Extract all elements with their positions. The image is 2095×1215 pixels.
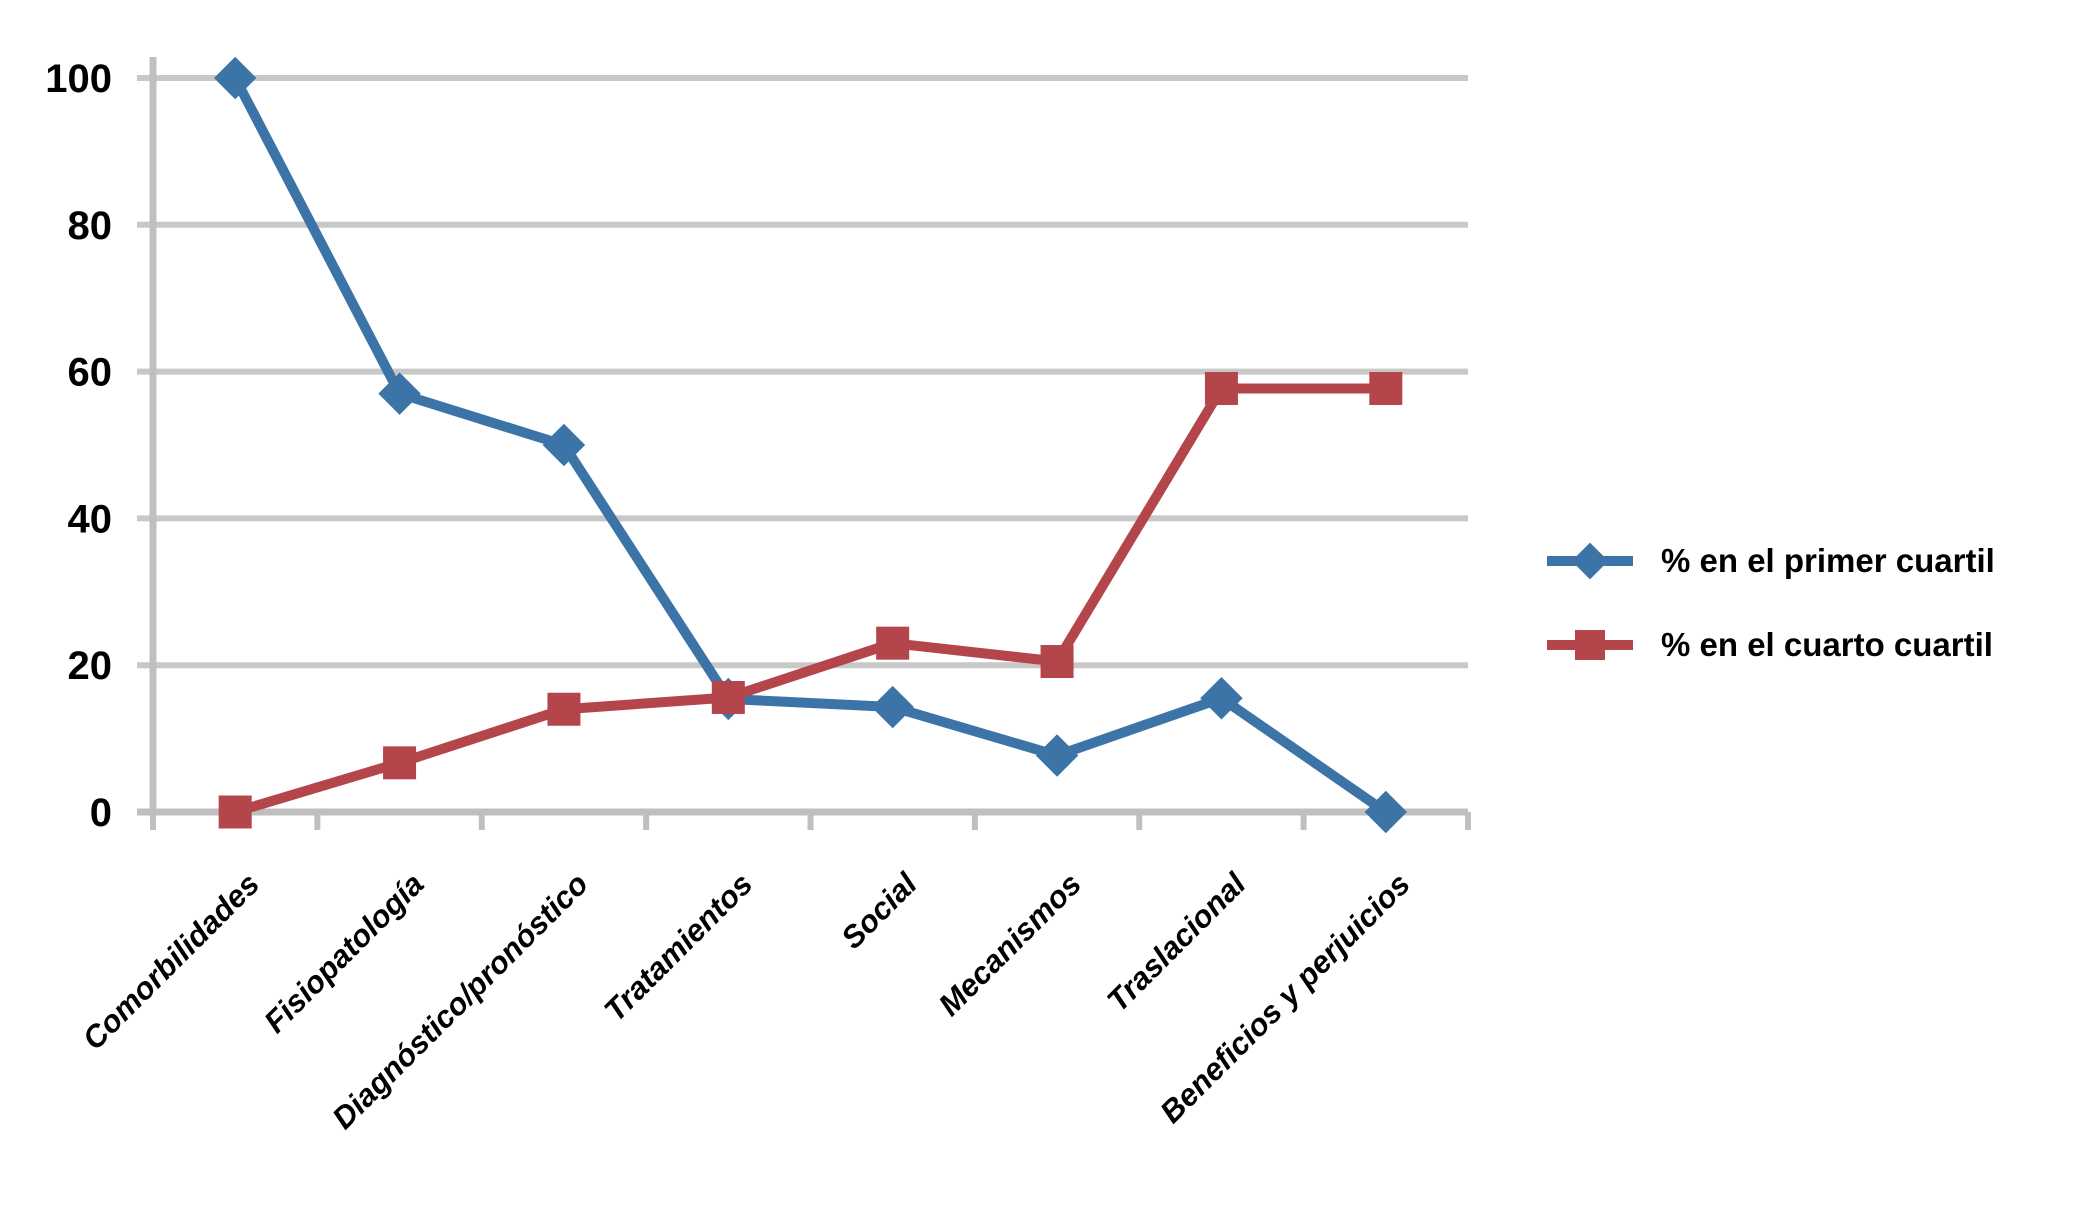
legend-marker-square-icon (1547, 630, 1633, 660)
x-axis-category-label: Fisiopatología (257, 866, 430, 1039)
x-axis-category-label: Comorbilidades (76, 866, 266, 1056)
y-axis-tick-label: 20 (68, 644, 113, 688)
legend-label: % en el primer cuartil (1661, 542, 1995, 579)
data-point-marker-diamond (1035, 734, 1079, 777)
series-line-1 (230, 73, 1391, 817)
legend-item-primer-cuartil: % en el primer cuartil (1545, 533, 1995, 589)
data-point-marker-square (1204, 371, 1238, 405)
x-axis-category-label: Tratamientos (597, 866, 759, 1028)
x-axis-category-label: Mecanismos (932, 866, 1088, 1022)
series-line-2 (230, 383, 1391, 817)
data-point-marker-diamond (1200, 677, 1243, 720)
x-axis-category-label: Traslacional (1100, 865, 1253, 1018)
data-point-marker-square (383, 746, 417, 780)
data-point-marker-square (1040, 645, 1074, 679)
legend-item-cuarto-cuartil: % en el cuarto cuartil (1545, 617, 1995, 673)
y-axis-tick-label: 40 (68, 497, 113, 541)
y-axis-tick-label: 80 (68, 204, 113, 248)
data-point-marker-diamond (1364, 790, 1408, 834)
data-point-marker-square (1369, 371, 1403, 405)
legend-marker-diamond-icon (1547, 542, 1633, 580)
y-axis-tick-label: 60 (68, 351, 113, 395)
data-point-marker-diamond (871, 685, 914, 729)
data-point-marker-diamond (213, 56, 257, 100)
data-point-marker-square (876, 626, 910, 660)
data-point-marker-square (711, 680, 745, 714)
data-point-marker-diamond (378, 372, 421, 415)
legend-label: % en el cuarto cuartil (1661, 626, 1993, 663)
data-point-marker-square (218, 795, 252, 829)
legend: % en el primer cuartil % en el cuarto cu… (1545, 533, 1995, 673)
y-axis-tick-label: 0 (90, 791, 112, 835)
data-point-marker-square (547, 692, 581, 726)
x-axis-category-label: Social (834, 865, 924, 955)
y-axis-tick-label: 100 (45, 57, 112, 101)
